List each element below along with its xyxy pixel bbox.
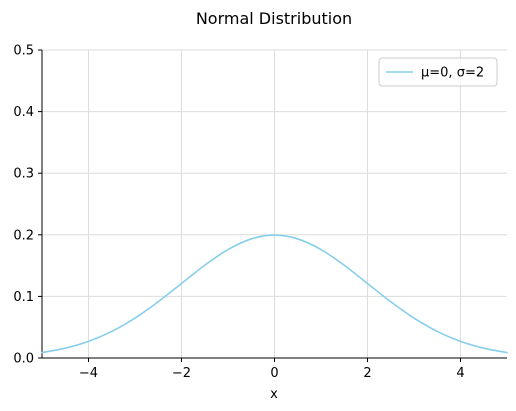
chart-title: Normal Distribution (196, 9, 352, 28)
legend-box (378, 57, 498, 87)
y-tick-label: 0.2 (13, 228, 34, 243)
x-tick-label: −4 (79, 366, 98, 381)
series-lines (41, 234, 508, 354)
legend: μ=0, σ=2 (378, 57, 498, 87)
y-tick-label: 0.3 (13, 167, 34, 182)
x-axis-label: x (270, 387, 278, 402)
y-tick-label: 0.0 (13, 352, 34, 367)
y-tick-label: 0.5 (13, 44, 34, 59)
grid (42, 49, 507, 359)
y-tick-label: 0.1 (13, 290, 34, 305)
tick-labels: −4 −2 0 2 4 0.0 0.1 0.2 0.3 0.4 0.5 (13, 44, 464, 382)
x-tick-label: 4 (456, 366, 464, 381)
x-tick-label: 2 (363, 366, 371, 381)
legend-label: μ=0, σ=2 (421, 66, 484, 81)
x-tick-label: 0 (270, 366, 278, 381)
y-tick-label: 0.4 (13, 105, 34, 120)
x-tick-label: −2 (172, 366, 191, 381)
series-line (41, 234, 508, 354)
